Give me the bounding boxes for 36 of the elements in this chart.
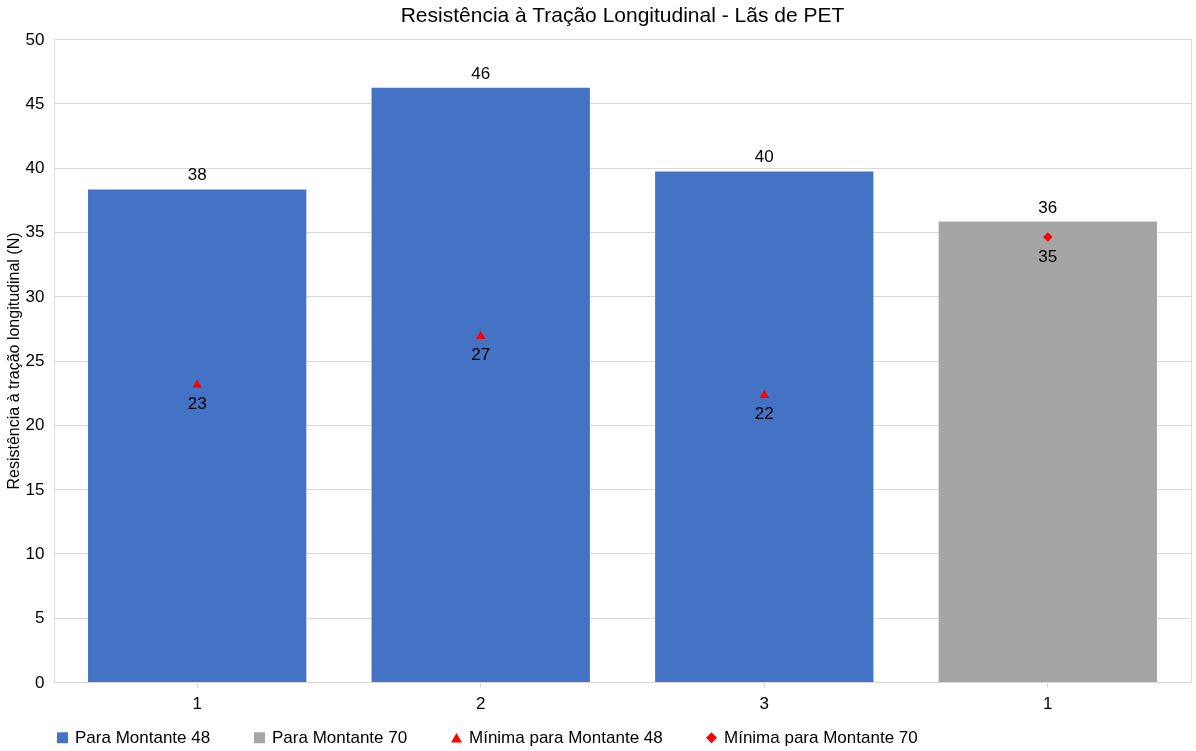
bar <box>938 221 1157 682</box>
data-label: 46 <box>471 63 491 83</box>
y-axis-title: Resistência à tração longitudinal (N) <box>4 232 22 490</box>
data-label: 38 <box>187 165 207 185</box>
bar <box>371 87 590 682</box>
y-tick-label: 0 <box>35 672 45 692</box>
x-tick-label: 1 <box>192 693 202 713</box>
legend-label: Mínima para Montante 70 <box>724 727 918 747</box>
legend-label: Mínima para Montante 48 <box>469 727 663 747</box>
y-tick-label: 40 <box>25 158 45 178</box>
data-label: 36 <box>1038 197 1058 217</box>
chart-title: Resistência à Tração Longitudinal - Lãs de PET <box>400 3 845 26</box>
point <box>192 379 202 388</box>
bar <box>88 189 307 682</box>
x-tick-label: 1 <box>1043 693 1053 713</box>
data-label: 22 <box>754 403 774 423</box>
y-tick-label: 45 <box>25 93 45 113</box>
y-tick-label: 35 <box>25 222 45 242</box>
bar <box>655 171 874 682</box>
x-tick-label: 3 <box>759 693 769 713</box>
legend-label: Para Montante 48 <box>75 727 211 747</box>
point <box>475 330 486 339</box>
y-tick-label: 25 <box>25 351 45 370</box>
y-tick-label: 10 <box>25 543 45 563</box>
y-tick-label: 5 <box>35 608 45 628</box>
data-label: 35 <box>1038 247 1058 267</box>
data-label: 40 <box>754 147 774 167</box>
data-label: 23 <box>187 393 207 413</box>
y-tick-label: 50 <box>25 29 45 49</box>
legend-label: Para Montante 70 <box>272 727 408 747</box>
point <box>759 389 770 399</box>
x-tick-label: 2 <box>476 693 486 713</box>
y-tick-label: 20 <box>25 415 45 435</box>
data-label: 27 <box>471 344 491 364</box>
y-tick-label: 30 <box>25 286 45 306</box>
y-tick-label: 15 <box>25 479 45 499</box>
